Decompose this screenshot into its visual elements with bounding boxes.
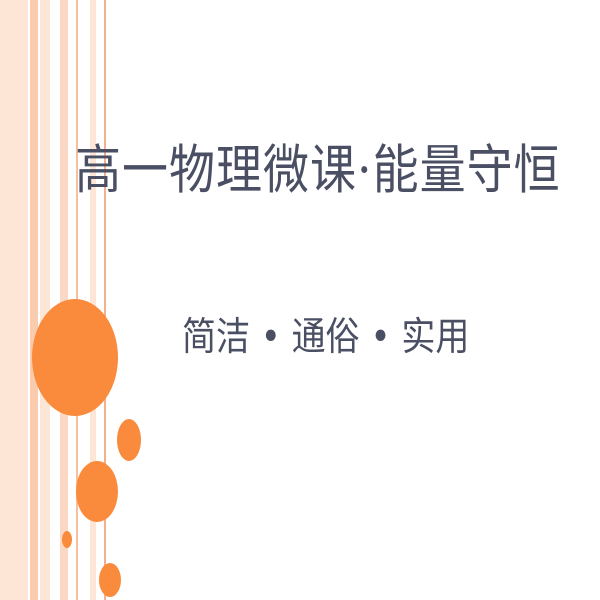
slide-subtitle: 简洁 • 通俗 • 实用 [182,314,470,361]
decor-circle [32,299,118,416]
decor-circle [117,419,141,461]
decor-circle [99,563,121,597]
decor-stripe [40,0,50,600]
decor-stripe [0,0,28,600]
decor-stripe [90,0,96,600]
decor-stripe [30,0,38,600]
decor-circle [76,461,118,522]
decor-circle [62,531,72,548]
decor-stripe [104,0,106,600]
slide-title: 高一物理微课·能量守恒 [75,138,561,201]
